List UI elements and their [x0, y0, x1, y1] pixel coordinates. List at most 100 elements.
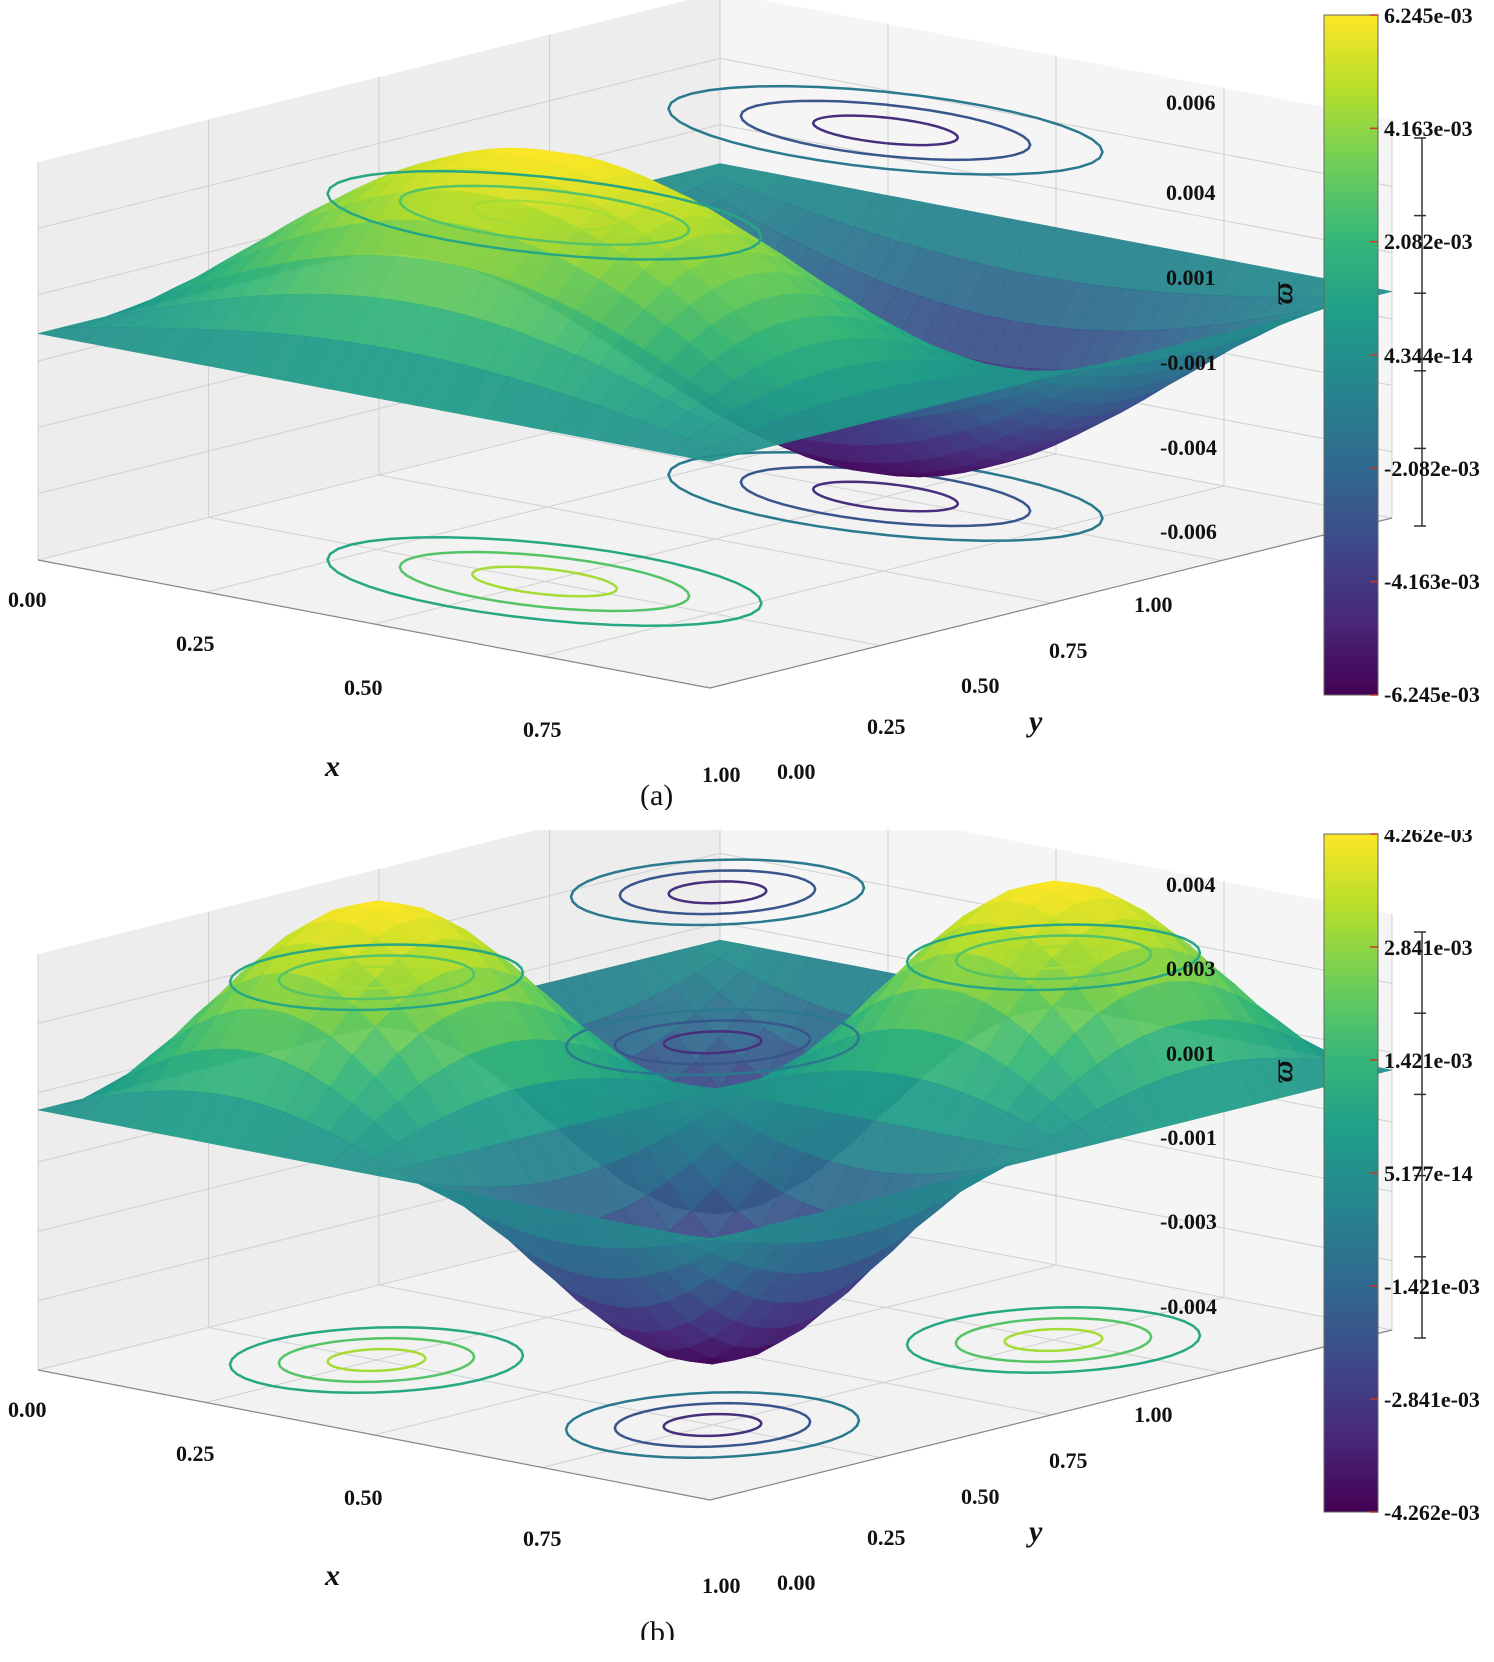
contour-line — [564, 1008, 861, 1077]
contour-line — [326, 536, 763, 627]
colorbar-tick-label: -1.421e-03 — [1384, 1274, 1480, 1299]
colorbar-b — [1323, 833, 1379, 1513]
z-tick-label: -0.004 — [1160, 1294, 1217, 1319]
z-axis-title: ϖ — [1266, 281, 1299, 305]
y-tick-label: 0.00 — [777, 1570, 816, 1595]
colorbar-tick-label: 4.163e-03 — [1384, 116, 1473, 141]
colorbar-tick-label: 2.082e-03 — [1384, 229, 1473, 254]
caption-a: (a) — [640, 779, 673, 810]
contour-line — [905, 1306, 1202, 1374]
y-tick-label: 1.00 — [1134, 1402, 1173, 1427]
contour-line — [739, 465, 1032, 528]
z-tick-label: 0.006 — [1166, 90, 1216, 115]
contour-line — [277, 1336, 476, 1384]
y-axis-line — [709, 1329, 1393, 1501]
contour-line — [613, 1019, 812, 1066]
z-tick-label: 0.004 — [1166, 180, 1216, 205]
y-tick-label: 0.75 — [1049, 638, 1088, 663]
x-tick-label: 0.50 — [344, 675, 383, 700]
colorbar-tick-label: 1.421e-03 — [1384, 1048, 1473, 1073]
contour-line — [569, 858, 866, 927]
contour-line — [228, 943, 525, 1012]
contour-line — [905, 923, 1202, 992]
colorbar-tick-label: -6.245e-03 — [1384, 682, 1480, 707]
x-tick-label: 0.00 — [8, 587, 47, 612]
panel-a: 0.00 0.25 0.50 0.75 1.00 x 0.00 0.25 0.5… — [0, 0, 1494, 812]
scene-a — [37, 0, 1426, 689]
x-tick-label: 0.00 — [8, 1397, 47, 1422]
y-axis-line — [709, 517, 1393, 689]
contour-line — [739, 99, 1032, 162]
y-axis-title: y — [1026, 1515, 1043, 1548]
z-tick-label: 0.003 — [1166, 956, 1216, 981]
colorbar-tick-label: 4.344e-14 — [1384, 343, 1473, 368]
contour-line — [667, 451, 1104, 542]
contour-line — [954, 1316, 1153, 1364]
z-tick-label: 0.001 — [1166, 265, 1216, 290]
x-tick-label: 1.00 — [702, 762, 741, 787]
surface-facet — [686, 446, 734, 462]
colorbar-tick-label: -4.163e-03 — [1384, 569, 1480, 594]
y-axis-title: y — [1026, 705, 1043, 738]
x-tick-label: 0.25 — [176, 631, 215, 656]
x-axis-title: x — [324, 750, 340, 783]
contour-line — [564, 1391, 861, 1459]
contour-line — [277, 954, 476, 1001]
colorbar-a — [1323, 14, 1379, 696]
caption-b: (b) — [640, 1616, 675, 1640]
grid-line — [719, 57, 1393, 187]
z-tick-label: -0.001 — [1160, 350, 1217, 375]
x-axis-title: x — [324, 1559, 340, 1592]
contour-line — [811, 480, 960, 513]
contour-line — [667, 84, 1104, 176]
grid-line — [541, 1297, 1225, 1468]
surface-plot-a: 0.00 0.25 0.50 0.75 1.00 x 0.00 0.25 0.5… — [8, 0, 1480, 812]
z-tick-label: -0.003 — [1160, 1209, 1217, 1234]
z-tick-label: -0.001 — [1160, 1125, 1217, 1150]
contour-line — [618, 869, 817, 916]
contour-line — [398, 550, 691, 613]
y-tick-label: 1.00 — [1134, 592, 1173, 617]
surface-facet — [687, 1234, 733, 1241]
contour-line — [662, 1030, 763, 1055]
colorbar-tick-label: -4.262e-03 — [1384, 1500, 1480, 1525]
contour-line — [326, 965, 427, 990]
z-tick-label: 0.001 — [1166, 1041, 1216, 1066]
grid-line — [378, 474, 1052, 604]
axis-labels-a: 0.00 0.25 0.50 0.75 1.00 x 0.00 0.25 0.5… — [8, 3, 1480, 812]
colorbar-tick-label: -2.841e-03 — [1384, 1387, 1480, 1412]
grid-line — [37, 57, 721, 229]
colorbar-tick-label: 2.841e-03 — [1384, 935, 1473, 960]
y-tick-label: 0.25 — [867, 1525, 906, 1550]
grid-line — [719, 124, 1393, 254]
contour-line — [811, 114, 960, 147]
y-tick-label: 0.75 — [1049, 1448, 1088, 1473]
contour-line — [662, 1412, 763, 1438]
contour-line — [326, 1347, 427, 1373]
z-tick-label: -0.004 — [1160, 435, 1217, 460]
x-tick-label: 0.50 — [344, 1485, 383, 1510]
axis-labels-b: 0.00 0.25 0.50 0.75 1.00 x 0.00 0.25 0.5… — [8, 822, 1480, 1649]
y-tick-label: 0.25 — [867, 714, 906, 739]
colorbar-tick-label: -2.082e-03 — [1384, 456, 1480, 481]
x-tick-label: 0.75 — [523, 717, 562, 742]
contour-line — [398, 184, 691, 247]
surface-plot-b: 0.00 0.25 0.50 0.75 1.00 x 0.00 0.25 0.5… — [8, 784, 1480, 1649]
colorbar-tick-label: 4.262e-03 — [1384, 830, 1473, 847]
x-axis-line — [37, 1369, 711, 1501]
scene-b — [37, 784, 1426, 1501]
contour-line — [613, 1401, 812, 1449]
contour-line — [326, 169, 763, 261]
z-tick-label: -0.006 — [1160, 519, 1217, 544]
contour-line — [470, 565, 619, 598]
contour-line — [954, 934, 1153, 981]
x-axis-line — [37, 559, 711, 689]
colorbar-tick-label: 5.177e-14 — [1384, 1161, 1473, 1186]
y-tick-label: 0.50 — [961, 1484, 1000, 1509]
x-tick-label: 1.00 — [702, 1573, 741, 1598]
z-axis-title: ϖ — [1266, 1059, 1299, 1083]
contour-line — [228, 1326, 525, 1394]
x-tick-label: 0.75 — [523, 1526, 562, 1551]
contour-line — [1003, 945, 1104, 970]
grid-line — [541, 485, 1225, 657]
